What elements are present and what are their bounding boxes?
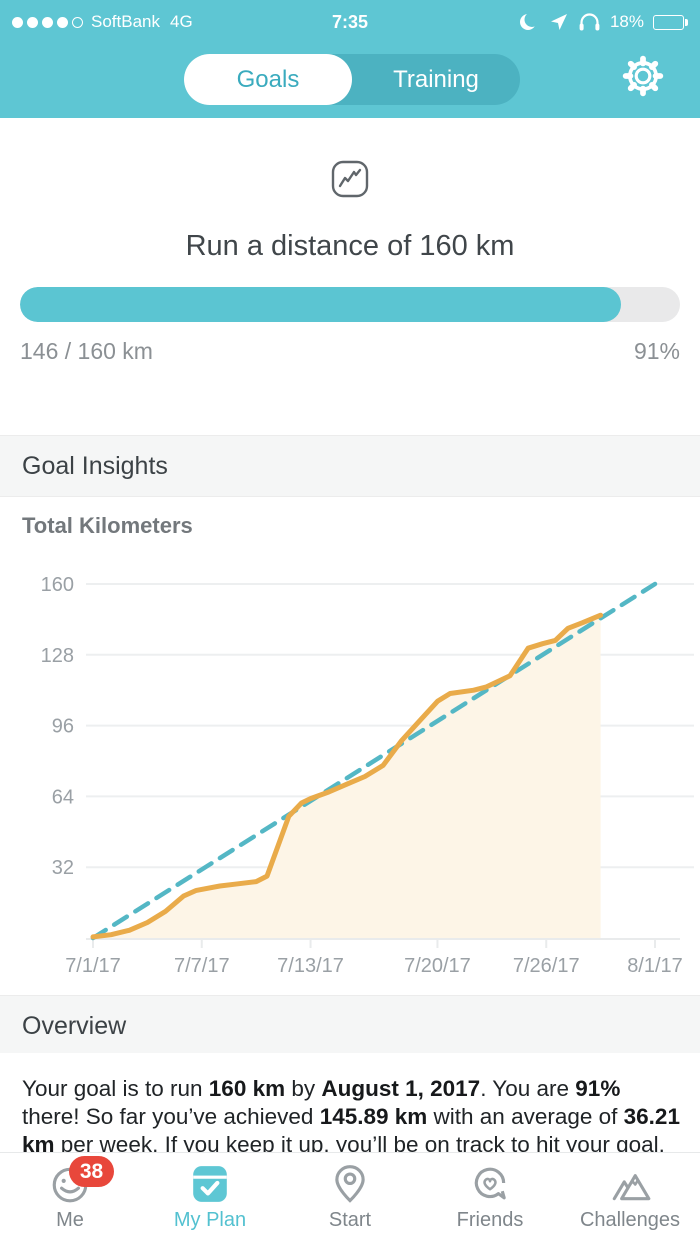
goal-insights-title: Goal Insights bbox=[22, 451, 168, 480]
svg-text:7/13/17: 7/13/17 bbox=[277, 955, 344, 977]
svg-text:96: 96 bbox=[52, 716, 74, 738]
goal-card: Run a distance of 160 km 146 / 160 km 91… bbox=[0, 118, 700, 435]
tab-challenges-label: Challenges bbox=[579, 1209, 681, 1231]
svg-text:7/20/17: 7/20/17 bbox=[404, 955, 471, 977]
overview-text: Your goal is to run 160 km by August 1, … bbox=[22, 1076, 680, 1157]
section-header-goal-insights: Goal Insights bbox=[0, 435, 700, 497]
signal-strength-icon bbox=[12, 16, 83, 28]
tab-start[interactable]: Start bbox=[280, 1153, 420, 1245]
goal-progress-chart: 32 64 96 128 160 7/1/17 7/7/17 7/13/17 7/20/17 7/… bbox=[0, 545, 700, 985]
app-header: SoftBank 4G 7:35 18% Goals Training bbox=[0, 0, 700, 118]
trend-chart-icon bbox=[331, 160, 369, 198]
tab-start-label: Start bbox=[328, 1209, 372, 1231]
svg-text:7/26/17: 7/26/17 bbox=[513, 955, 580, 977]
svg-text:160: 160 bbox=[41, 574, 74, 596]
tab-me-label: Me bbox=[56, 1209, 84, 1231]
gear-icon[interactable] bbox=[622, 55, 664, 97]
progress-percent-label: 91% bbox=[633, 338, 680, 364]
svg-text:128: 128 bbox=[41, 645, 74, 667]
svg-text:8/1/17: 8/1/17 bbox=[627, 955, 683, 977]
tab-challenges[interactable]: Challenges bbox=[560, 1153, 700, 1245]
tab-my-plan-label: My Plan bbox=[173, 1209, 247, 1231]
goal-title: Run a distance of 160 km bbox=[185, 230, 515, 262]
progress-distance-label: 146 / 160 km bbox=[20, 338, 153, 364]
status-bar: SoftBank 4G 7:35 18% bbox=[0, 0, 700, 38]
tab-friends[interactable]: Friends bbox=[420, 1153, 560, 1245]
carrier-label: SoftBank bbox=[91, 12, 160, 31]
chat-heart-icon bbox=[474, 1167, 506, 1200]
plan-check-icon bbox=[193, 1166, 227, 1202]
tab-my-plan[interactable]: My Plan bbox=[140, 1153, 280, 1245]
tab-goals[interactable]: Goals bbox=[184, 54, 352, 105]
headphones-icon bbox=[579, 13, 600, 31]
goals-training-segmented-control: Goals Training bbox=[184, 54, 520, 105]
svg-text:32: 32 bbox=[52, 857, 74, 879]
tab-friends-label: Friends bbox=[456, 1209, 524, 1231]
tab-training[interactable]: Training bbox=[393, 65, 479, 93]
battery-percent-label: 18% bbox=[609, 12, 644, 31]
svg-text:64: 64 bbox=[52, 786, 74, 808]
svg-text:7/1/17: 7/1/17 bbox=[65, 955, 121, 977]
goal-progress-fill bbox=[20, 287, 621, 322]
notification-badge: 38 bbox=[69, 1156, 114, 1187]
battery-icon bbox=[653, 14, 688, 30]
location-pin-icon bbox=[335, 1165, 365, 1203]
mountains-icon bbox=[612, 1174, 651, 1201]
tab-bar: 38 Me My Plan Start Fri bbox=[0, 1152, 700, 1245]
section-header-overview: Overview bbox=[0, 995, 700, 1057]
svg-text:7/7/17: 7/7/17 bbox=[174, 955, 230, 977]
location-arrow-icon bbox=[550, 14, 567, 30]
chart-title: Total Kilometers bbox=[22, 513, 193, 538]
network-label: 4G bbox=[170, 12, 193, 31]
tab-me[interactable]: 38 Me bbox=[0, 1153, 140, 1245]
overview-title: Overview bbox=[22, 1011, 127, 1040]
goal-progress-bar bbox=[20, 287, 680, 322]
moon-icon bbox=[519, 12, 540, 30]
